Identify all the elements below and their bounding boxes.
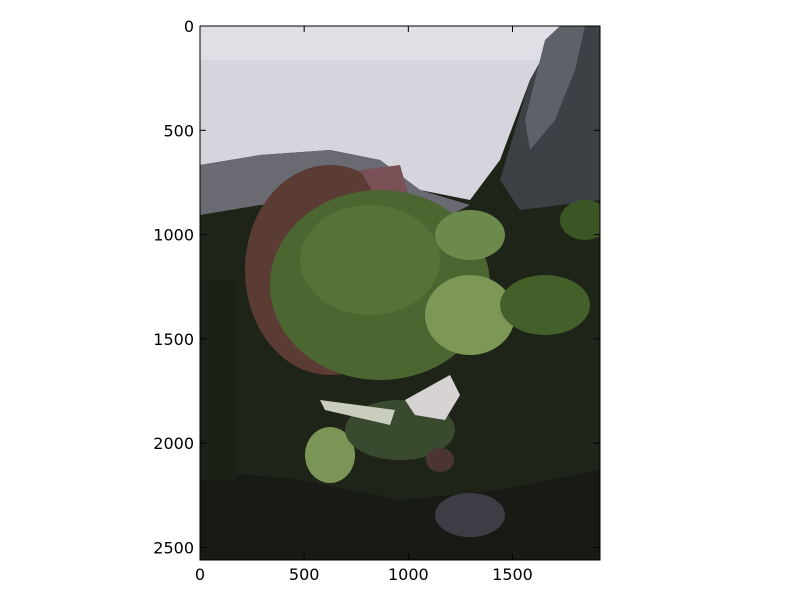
gray-wedge-light	[525, 26, 585, 150]
leaf-lower-left	[305, 427, 355, 483]
leaf-cluster-center	[300, 205, 440, 315]
white-patch-region	[405, 375, 460, 420]
soil-bottom-region	[200, 470, 600, 560]
x-tick-label: 500	[289, 565, 320, 584]
x-tick-label: 1500	[492, 565, 533, 584]
brown-bottom-patch	[426, 448, 454, 472]
x-axis: 0 500 1000 1500	[195, 26, 533, 584]
sky-upper-region	[200, 26, 560, 60]
x-tick-label: 1000	[388, 565, 429, 584]
y-tick-label: 2000	[153, 434, 194, 453]
segmented-image	[200, 26, 600, 560]
x-tick-label: 0	[195, 565, 205, 584]
sky-region	[200, 26, 560, 200]
y-axis: 0 500 1000 1500 2000 2500	[153, 17, 600, 557]
y-tick-label: 2500	[153, 538, 194, 557]
leaf-far-right	[560, 200, 600, 240]
leaf-light-right	[425, 275, 515, 355]
left-dark-column	[200, 280, 235, 480]
y-tick-label: 1000	[153, 226, 194, 245]
white-strip-region	[320, 400, 395, 425]
plot-frame	[199, 25, 601, 561]
y-tick-label: 500	[163, 121, 194, 140]
y-tick-label: 0	[184, 17, 194, 36]
leaf-right-dark	[500, 275, 590, 335]
gray-bottom-patch	[435, 493, 505, 537]
y-tick-label: 1500	[153, 330, 194, 349]
leaf-light-upper	[435, 210, 505, 260]
